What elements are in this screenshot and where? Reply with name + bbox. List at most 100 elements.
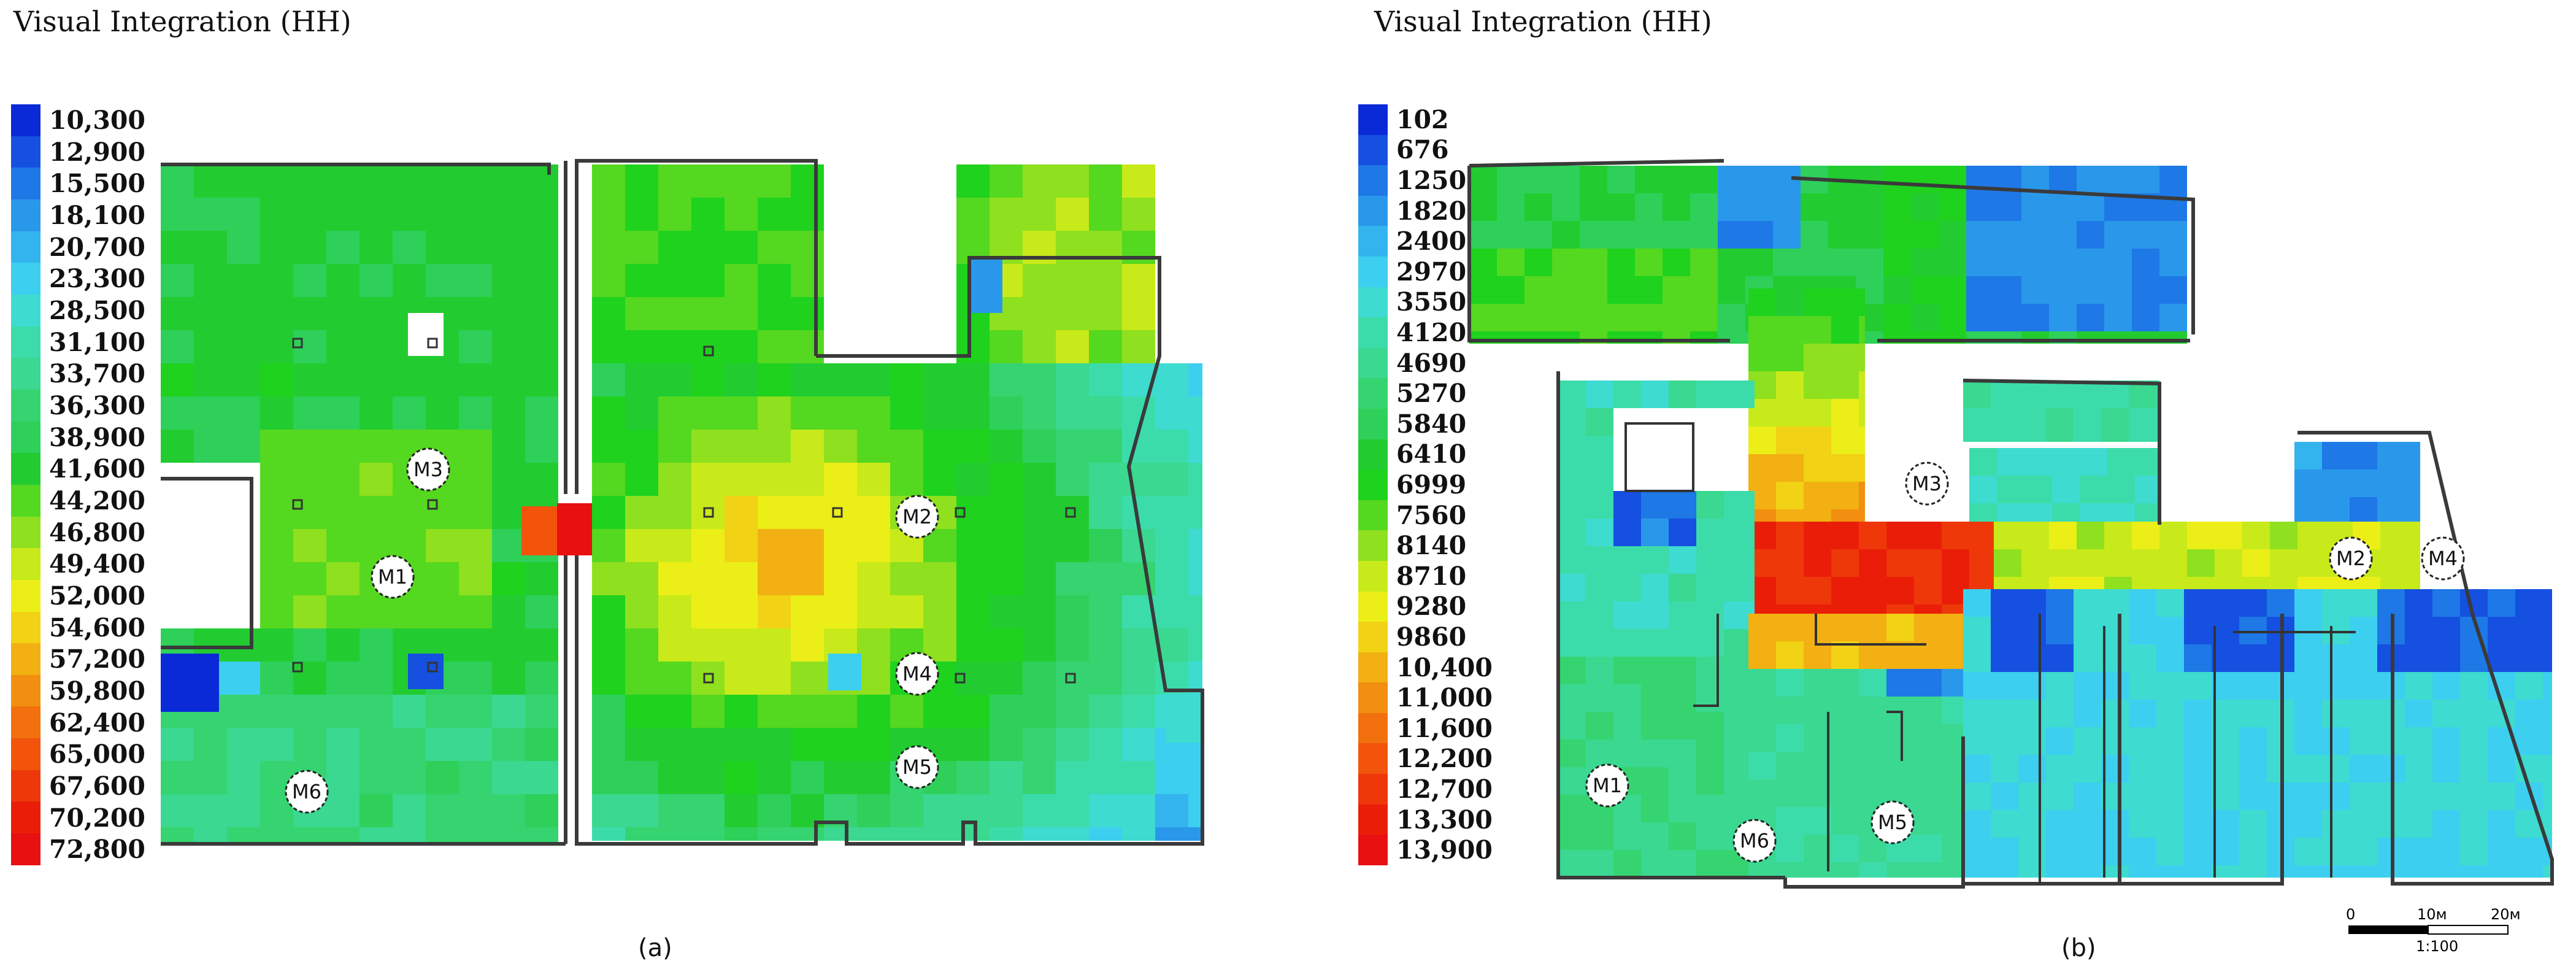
- heat-cell: [1669, 740, 1696, 767]
- heat-cell: [1524, 166, 1552, 193]
- heat-cell: [2543, 589, 2552, 617]
- heat-cell: [2184, 838, 2212, 865]
- legend-label: 5270: [1396, 379, 1467, 409]
- heat-cell: [426, 562, 459, 595]
- heat-cell: [1669, 519, 1696, 546]
- heat-cell: [2212, 589, 2239, 617]
- panel-a-legend-bar: [11, 104, 40, 865]
- heat-cell: [890, 595, 923, 628]
- heat-cell: [1886, 724, 1914, 752]
- heat-cell: [426, 695, 459, 728]
- heat-cell: [2101, 865, 2129, 878]
- heat-cell: [1669, 850, 1696, 878]
- heat-cell: [2184, 644, 2212, 672]
- pillar: [955, 673, 966, 684]
- heat-cell: [2046, 810, 2074, 838]
- heat-cell: [260, 662, 293, 695]
- heat-cell: [459, 330, 492, 363]
- heat-cell: [1089, 794, 1122, 827]
- heat-cell: [1669, 822, 1696, 850]
- heat-cell: [592, 198, 625, 231]
- heat-cell: [492, 198, 525, 231]
- heat-cell: [1586, 491, 1613, 519]
- heat-cell: [2132, 577, 2159, 589]
- heat-cell: [2077, 304, 2104, 331]
- heat-cell: [1558, 822, 1586, 850]
- heat-cell: [1056, 662, 1089, 695]
- heat-cell: [1994, 193, 2021, 221]
- heat-cell: [1580, 276, 1607, 304]
- heat-cell: [2018, 755, 2046, 782]
- heat-cell: [1994, 276, 2021, 304]
- heat-cell: [923, 430, 956, 463]
- heat-cell: [1994, 577, 2021, 589]
- heat-cell: [1023, 628, 1056, 662]
- heat-cell: [1942, 614, 1963, 641]
- heat-cell: [326, 662, 359, 695]
- heat-cell: [1776, 454, 1804, 482]
- heat-cell: [2132, 304, 2159, 331]
- heat-cell: [2074, 589, 2101, 617]
- heat-cell: [1939, 276, 1966, 304]
- heat-cell: [1911, 276, 1939, 304]
- heat-cell: [1859, 752, 1886, 779]
- heat-cell: [1613, 684, 1641, 712]
- heat-cell: [1942, 862, 1963, 878]
- heat-cell: [2049, 193, 2077, 221]
- heat-cell: [2239, 782, 2267, 810]
- heat-cell: [1745, 193, 1773, 221]
- heat-cell: [2377, 589, 2405, 617]
- heat-cell: [1748, 779, 1776, 807]
- heat-cell: [492, 662, 525, 695]
- legend-swatch: [11, 674, 40, 707]
- heat-cell: [194, 297, 227, 330]
- heat-cell: [2239, 617, 2267, 644]
- heat-cell: [1991, 672, 2018, 700]
- heat-cell: [923, 562, 956, 595]
- heat-cell: [293, 231, 326, 264]
- legend-swatch: [11, 263, 40, 295]
- heat-cell: [758, 198, 791, 231]
- legend-label: 7560: [1396, 500, 1467, 530]
- heat-cell: [293, 264, 326, 297]
- heat-cell: [1613, 491, 1641, 519]
- heat-cell: [1724, 380, 1751, 408]
- heat-cell: [923, 463, 956, 496]
- heat-cell: [691, 695, 725, 728]
- heat-cell: [161, 264, 194, 297]
- heat-cell: [725, 164, 758, 198]
- heat-cell: [1558, 850, 1586, 878]
- heat-cell: [1776, 614, 1804, 641]
- heat-cell: [459, 496, 492, 529]
- heat-cell: [2405, 700, 2432, 727]
- heat-cell: [1188, 794, 1202, 827]
- heat-cell: [1773, 221, 1801, 249]
- heat-cell: [758, 264, 791, 297]
- heat-cell: [1831, 288, 1859, 316]
- heat-cell: [1690, 249, 1718, 276]
- marker-circle: [2329, 536, 2373, 581]
- heat-cell: [1558, 519, 1586, 546]
- heat-cell: [459, 529, 492, 562]
- legend-swatch: [1358, 104, 1388, 135]
- heat-cell: [1524, 304, 1552, 331]
- heat-cell: [2129, 865, 2156, 878]
- heat-cell: [1942, 724, 1963, 752]
- heat-cell: [725, 330, 758, 363]
- heat-cell: [2129, 727, 2156, 755]
- heat-cell: [2129, 408, 2156, 436]
- marker-m1: M1: [1585, 763, 1629, 808]
- heat-cell: [2405, 589, 2432, 617]
- heat-cell: [2101, 617, 2129, 644]
- heat-cell: [1056, 695, 1089, 728]
- heat-cell: [2104, 166, 2132, 193]
- heat-cell: [1942, 779, 1963, 807]
- heat-cell: [459, 628, 492, 662]
- heat-cell: [956, 430, 990, 463]
- heat-cell: [2132, 249, 2159, 276]
- heat-cell: [2159, 221, 2187, 249]
- heat-cell: [2184, 782, 2212, 810]
- heat-cell: [1669, 629, 1696, 657]
- heat-cell: [2129, 782, 2156, 810]
- heat-cell: [2239, 700, 2267, 727]
